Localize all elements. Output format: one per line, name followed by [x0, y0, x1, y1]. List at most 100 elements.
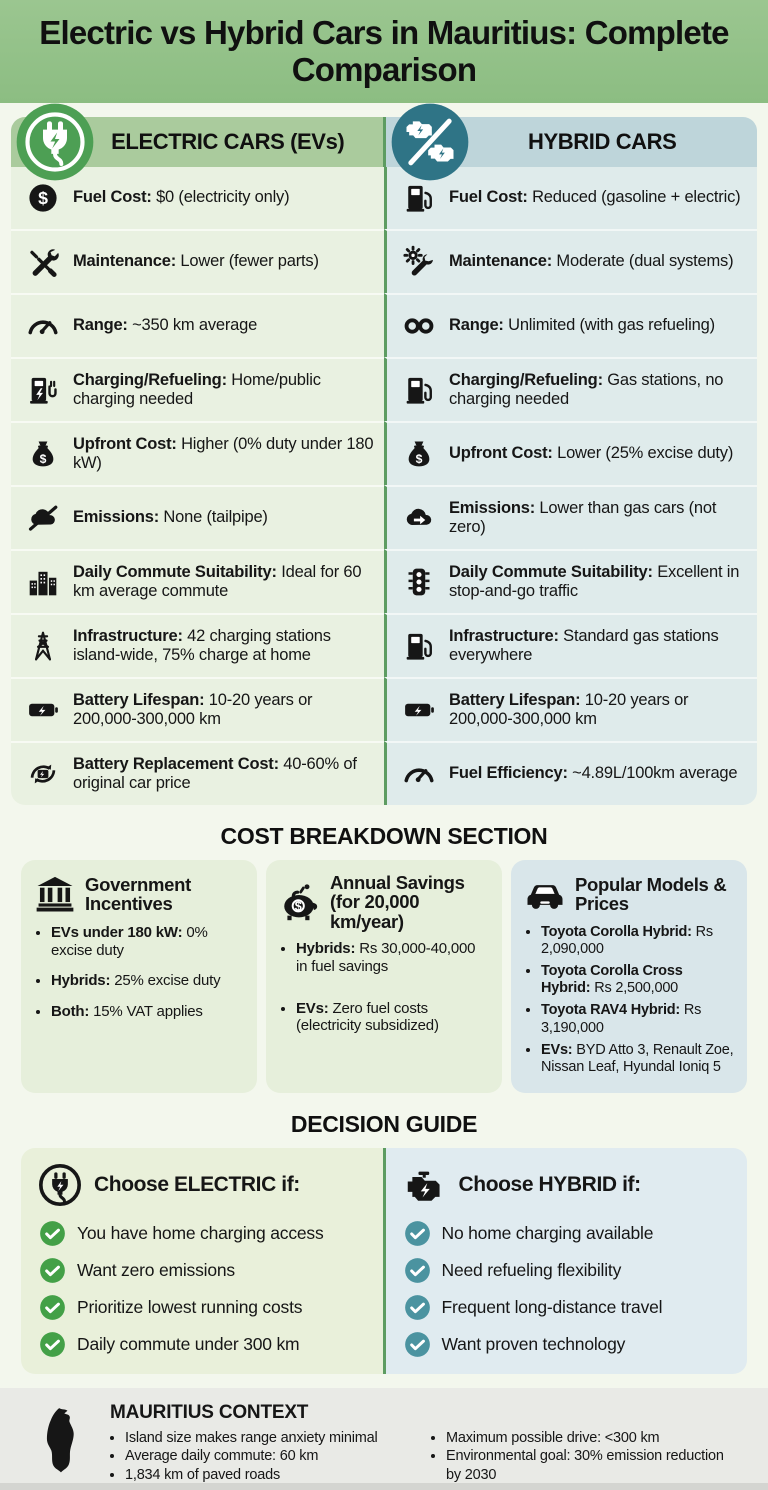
plug-circle-icon [37, 1162, 83, 1208]
card-bullet-list: Toyota Corolla Hybrid: Rs 2,090,000 Toyot… [524, 924, 734, 1076]
comparison-row-left: $ Upfront Cost: Higher (0% duty under 180… [11, 421, 384, 485]
panel-title: Choose ELECTRIC if: [94, 1172, 300, 1196]
fuel-pump-icon [402, 181, 436, 215]
cost-cards: Government Incentives EVs under 180 kW: 0… [21, 860, 747, 1093]
electric-column-title: ELECTRIC CARS (EVs) [111, 129, 345, 154]
choose-hybrid-panel: Choose HYBRID if: No home charging availa… [382, 1147, 747, 1374]
footer-bullets-left: Island size makes range anxiety minimalA… [110, 1429, 421, 1485]
card-bullet: EVs under 180 kW: 0% excise duty [51, 924, 244, 959]
card-bullet-list: EVs under 180 kW: 0% excise duty Hybrids:… [34, 924, 244, 1021]
row-text: Charging/Refueling: Gas stations, no cha… [449, 370, 724, 408]
hybrid-column-title: HYBRID CARS [528, 129, 677, 154]
row-text: Range: ~350 km average [73, 316, 258, 335]
check-green-icon [39, 1294, 66, 1321]
row-text: Battery Lifespan: 10-20 years or 200,000… [73, 690, 313, 728]
city-buildings-icon [26, 565, 60, 599]
checklist-item-text: Need refueling flexibility [441, 1259, 622, 1280]
card-bullet-list: Hybrids: Rs 30,000-40,000 in fuel saving… [279, 940, 489, 1035]
row-text: Fuel Cost: Reduced (gasoline + electric) [449, 188, 741, 207]
footer-bullet: Island size makes range anxiety minimal [125, 1429, 421, 1448]
checklist-item-text: Want proven technology [441, 1333, 626, 1354]
row-text: Battery Lifespan: 10-20 years or 200,000… [449, 690, 689, 728]
row-text: Fuel Cost: $0 (electricity only) [73, 188, 290, 207]
card-title: Annual Savings (for 20,000 km/year) [330, 872, 465, 932]
row-text: Range: Unlimited (with gas refueling) [449, 316, 715, 335]
bank-icon [34, 873, 76, 915]
comparison-row-right: Infrastructure: Standard gas stations ev… [384, 613, 757, 677]
checklist-item-text: Daily commute under 300 km [77, 1333, 300, 1354]
money-bag-icon: $ [26, 437, 60, 471]
gear-wrench-icon [402, 245, 436, 279]
svg-text:$: $ [295, 900, 302, 914]
page-title: Electric vs Hybrid Cars in Mauritius: Co… [39, 13, 729, 88]
row-text: Daily Commute Suitability: Ideal for 60 … [73, 562, 362, 600]
checklist-item: Want zero emissions [39, 1257, 367, 1284]
comparison-row-right: Emissions: Lower than gas cars (not zero… [384, 485, 757, 549]
card-bullet: Toyota Corolla Cross Hybrid: Rs 2,500,00… [541, 963, 734, 997]
mauritius-map-icon [30, 1404, 94, 1482]
checklist-item: Frequent long-distance travel [404, 1294, 732, 1321]
checklist-item: Daily commute under 300 km [39, 1331, 367, 1358]
piggy-bank-icon: $ [279, 881, 321, 923]
footer-bullet: Environmental goal: 30% emission reducti… [446, 1447, 742, 1484]
comparison-row-left: Emissions: None (tailpipe) [11, 485, 384, 549]
fuel-pump-icon [402, 629, 436, 663]
gauge-icon [402, 757, 436, 791]
card-title: Popular Models & Prices [575, 873, 727, 914]
row-text: Upfront Cost: Higher (0% duty under 180 … [73, 434, 374, 472]
row-text: Charging/Refueling: Home/public charging… [73, 370, 321, 408]
panel-title: Choose HYBRID if: [458, 1172, 642, 1196]
comparison-row-right: Battery Lifespan: 10-20 years or 200,000… [384, 677, 757, 741]
cost-card: Government Incentives EVs under 180 kW: 0… [21, 860, 257, 1093]
checklist-item-text: You have home charging access [77, 1222, 324, 1243]
cost-card: $ Annual Savings (for 20,000 km/year) Hybr… [266, 860, 502, 1093]
checklist-item: Prioritize lowest running costs [39, 1294, 367, 1321]
decision-panels: Choose ELECTRIC if: You have home chargin… [21, 1147, 747, 1374]
checklist-item: No home charging available [404, 1220, 732, 1247]
check-green-icon [39, 1331, 66, 1358]
check-green-icon [39, 1220, 66, 1247]
comparison-row-left: Infrastructure: 42 charging stations isl… [11, 613, 384, 677]
check-teal-icon [404, 1294, 431, 1321]
card-bullet: Hybrids: 25% excise duty [51, 972, 244, 990]
comparison-row-left: $ Fuel Cost: $0 (electricity only) [11, 167, 384, 229]
card-bullet: EVs: BYD Atto 3, Renault Zoe, Nissan Lea… [541, 1042, 734, 1076]
card-header: $ Annual Savings (for 20,000 km/year) [279, 873, 489, 931]
comparison-row-right: Maintenance: Moderate (dual systems) [384, 229, 757, 293]
cost-card: Popular Models & Prices Toyota Corolla Hy… [511, 860, 747, 1093]
svg-text:$: $ [40, 452, 47, 466]
page-header: Electric vs Hybrid Cars in Mauritius: Co… [0, 0, 768, 103]
money-bag-icon: $ [402, 437, 436, 471]
card-bullet: Both: 15% VAT applies [51, 1003, 244, 1021]
infinity-icon [402, 309, 436, 343]
panel-header: Choose ELECTRIC if: [37, 1162, 367, 1208]
mauritius-context-footer: MAURITIUS CONTEXT Island size makes rang… [0, 1387, 768, 1490]
checklist-item-text: Prioritize lowest running costs [77, 1296, 303, 1317]
footer-bullet: 1,834 km of paved roads [125, 1466, 421, 1485]
footer-bullets-right: Maximum possible drive: <300 kmEnvironme… [431, 1429, 742, 1485]
comparison-row-right: Charging/Refueling: Gas stations, no cha… [384, 357, 757, 421]
gauge-icon [26, 309, 60, 343]
dollar-circle-icon: $ [26, 181, 60, 215]
checklist-item: Want proven technology [404, 1331, 732, 1358]
check-teal-icon [404, 1331, 431, 1358]
tools-icon [26, 245, 60, 279]
fuel-pump-icon [402, 373, 436, 407]
no-emissions-icon [26, 501, 60, 535]
checklist-item: Need refueling flexibility [404, 1257, 732, 1284]
battery-icon [26, 693, 60, 727]
comparison-row-right: Daily Commute Suitability: Excellent in … [384, 549, 757, 613]
row-text: Upfront Cost: Lower (25% excise duty) [449, 444, 734, 463]
comparison-row-left: Battery Lifespan: 10-20 years or 200,000… [11, 677, 384, 741]
row-text: Infrastructure: 42 charging stations isl… [73, 626, 331, 664]
footer-bullet: Average daily commute: 60 km [125, 1447, 421, 1466]
row-text: Emissions: Lower than gas cars (not zero… [449, 498, 717, 536]
check-teal-icon [404, 1257, 431, 1284]
ev-plug-badge-icon [15, 102, 95, 182]
battery-replacement-icon [26, 757, 60, 791]
row-text: Maintenance: Moderate (dual systems) [449, 252, 734, 271]
row-text: Maintenance: Lower (fewer parts) [73, 252, 319, 271]
card-header: Government Incentives [34, 873, 244, 915]
electric-column-header: ELECTRIC CARS (EVs) [11, 103, 383, 181]
svg-text:$: $ [416, 452, 423, 466]
